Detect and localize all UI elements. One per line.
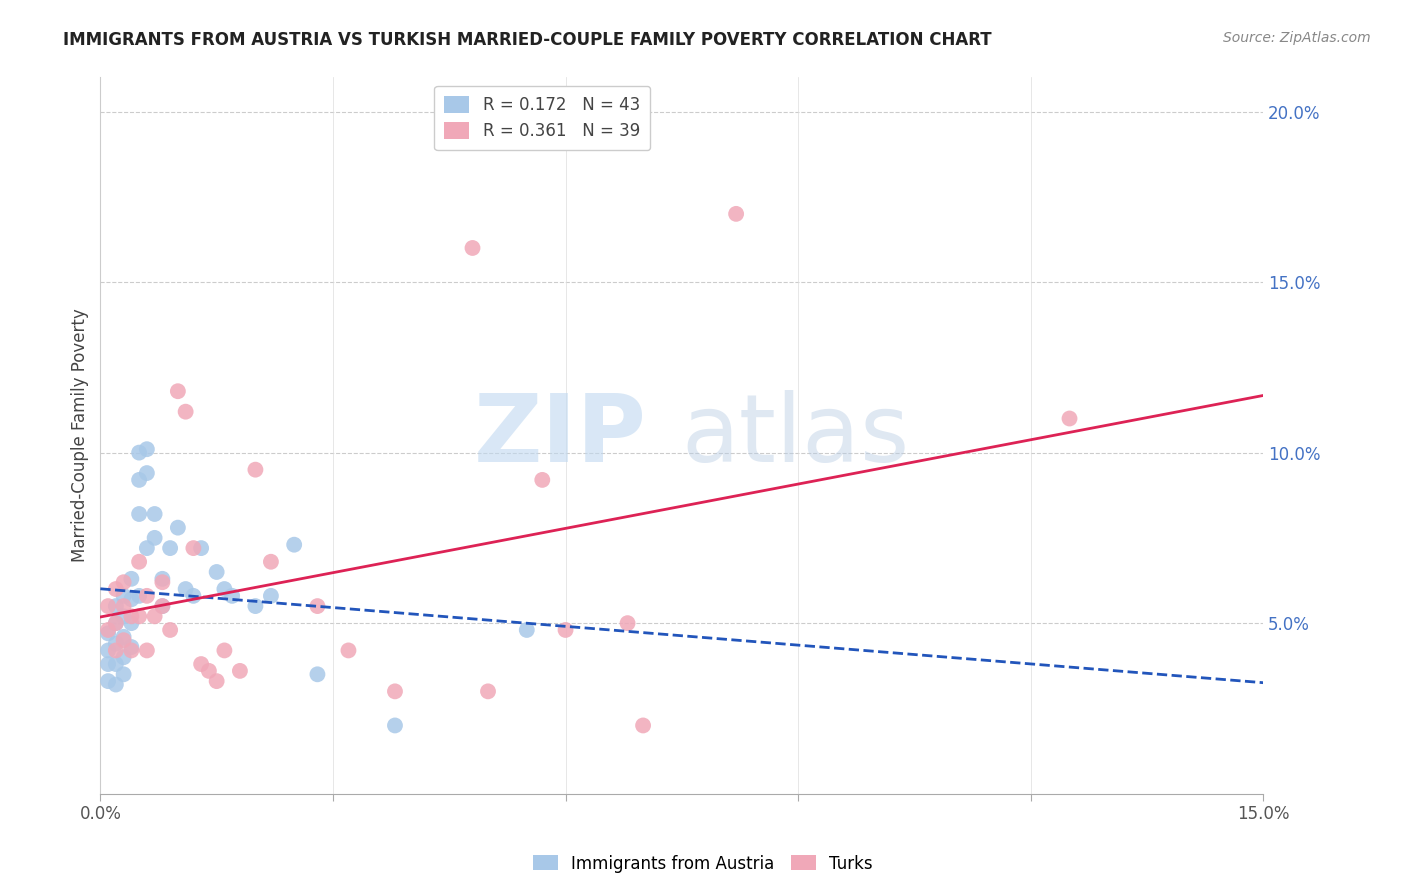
Point [307, 667, 329, 681]
Point [112, 609, 135, 624]
Point [128, 589, 150, 603]
Point [531, 473, 554, 487]
Point [214, 643, 236, 657]
Point [104, 637, 127, 651]
Point [128, 555, 150, 569]
Point [516, 623, 538, 637]
Point [120, 592, 142, 607]
Point [128, 507, 150, 521]
Point [143, 507, 166, 521]
Point [97, 599, 120, 613]
Point [120, 640, 142, 654]
Point [183, 541, 205, 555]
Point [120, 572, 142, 586]
Point [150, 599, 173, 613]
Point [120, 616, 142, 631]
Point [97, 643, 120, 657]
Point [205, 674, 228, 689]
Point [174, 405, 197, 419]
Point [143, 531, 166, 545]
Point [384, 718, 406, 732]
Point [97, 657, 120, 671]
Point [97, 626, 120, 640]
Point [1059, 411, 1081, 425]
Legend: R = 0.172   N = 43, R = 0.361   N = 39: R = 0.172 N = 43, R = 0.361 N = 39 [434, 86, 650, 151]
Point [112, 575, 135, 590]
Point [135, 589, 157, 603]
Text: IMMIGRANTS FROM AUSTRIA VS TURKISH MARRIED-COUPLE FAMILY POVERTY CORRELATION CHA: IMMIGRANTS FROM AUSTRIA VS TURKISH MARRI… [63, 31, 991, 49]
Point [461, 241, 484, 255]
Point [167, 521, 190, 535]
Point [112, 667, 135, 681]
Point [104, 616, 127, 631]
Point [128, 473, 150, 487]
Legend: Immigrants from Austria, Turks: Immigrants from Austria, Turks [526, 848, 880, 880]
Text: Source: ZipAtlas.com: Source: ZipAtlas.com [1223, 31, 1371, 45]
Point [260, 555, 283, 569]
Point [150, 572, 173, 586]
Point [229, 664, 252, 678]
Point [174, 582, 197, 596]
Point [159, 541, 181, 555]
Point [245, 599, 267, 613]
Point [190, 657, 212, 671]
Point [384, 684, 406, 698]
Point [150, 599, 173, 613]
Point [205, 565, 228, 579]
Point [183, 589, 205, 603]
Point [104, 677, 127, 691]
Point [631, 718, 654, 732]
Point [104, 657, 127, 671]
Point [554, 623, 576, 637]
Point [190, 541, 212, 555]
Point [150, 575, 173, 590]
Point [128, 445, 150, 459]
Point [120, 643, 142, 657]
Point [260, 589, 283, 603]
Point [337, 643, 360, 657]
Point [135, 541, 157, 555]
Point [307, 599, 329, 613]
Point [112, 589, 135, 603]
Y-axis label: Married-Couple Family Poverty: Married-Couple Family Poverty [72, 309, 89, 563]
Point [477, 684, 499, 698]
Point [143, 609, 166, 624]
Point [104, 599, 127, 613]
Point [112, 650, 135, 665]
Point [725, 207, 748, 221]
Point [97, 623, 120, 637]
Point [159, 623, 181, 637]
Point [283, 538, 305, 552]
Point [198, 664, 221, 678]
Point [135, 643, 157, 657]
Point [104, 582, 127, 596]
Point [104, 616, 127, 631]
Point [112, 630, 135, 644]
Text: ZIP: ZIP [474, 390, 647, 482]
Point [167, 384, 190, 399]
Point [616, 616, 638, 631]
Point [245, 463, 267, 477]
Point [221, 589, 243, 603]
Point [97, 674, 120, 689]
Point [135, 466, 157, 480]
Point [128, 609, 150, 624]
Text: atlas: atlas [682, 390, 910, 482]
Point [135, 442, 157, 457]
Point [120, 609, 142, 624]
Point [112, 599, 135, 613]
Point [104, 643, 127, 657]
Point [112, 633, 135, 648]
Point [214, 582, 236, 596]
